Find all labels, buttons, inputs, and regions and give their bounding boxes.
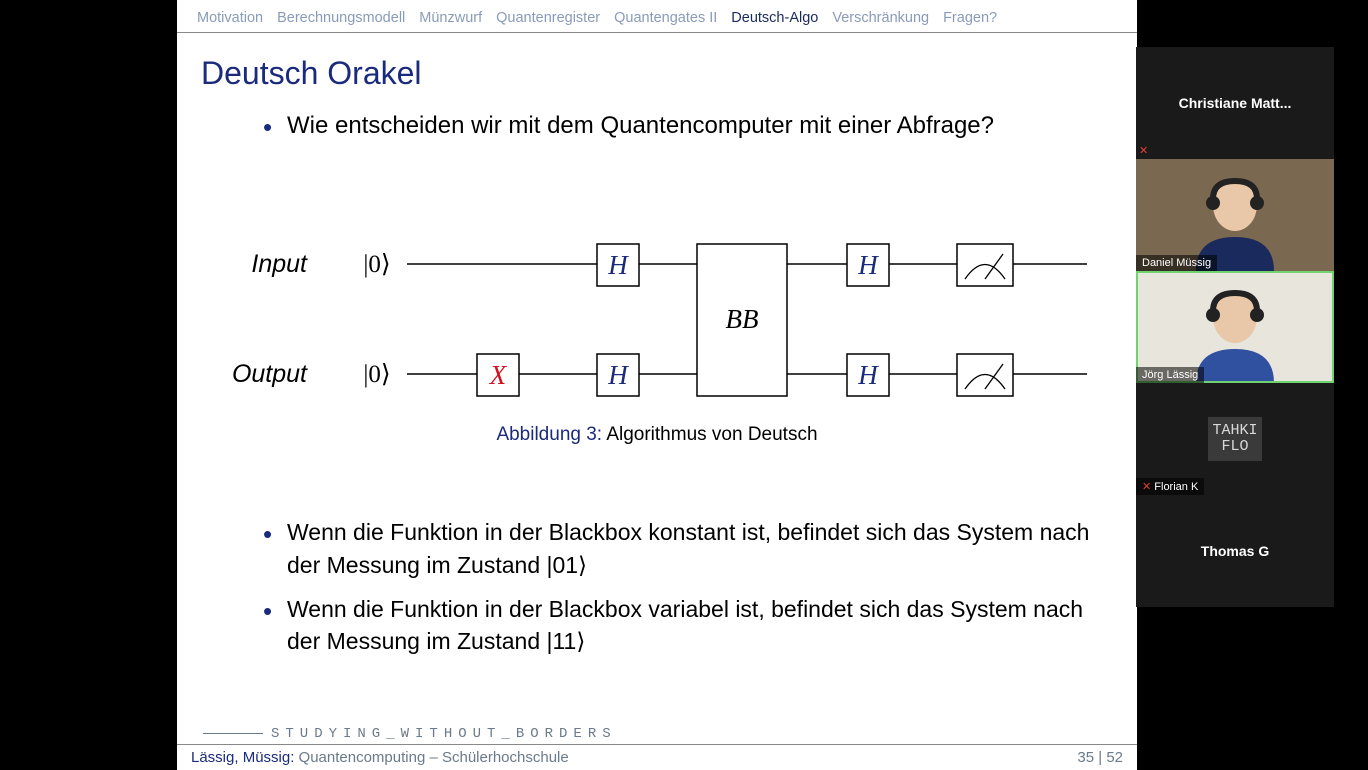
gate-h: H — [607, 360, 629, 390]
footer-title: Quantencomputing – Schülerhochschule — [294, 749, 568, 766]
participant-tile[interactable]: Christiane Matt... ✕ — [1136, 47, 1334, 159]
participant-tile[interactable]: Thomas G — [1136, 495, 1334, 607]
nav-item[interactable]: Quantenregister — [496, 10, 600, 26]
gate-h: H — [857, 250, 879, 280]
mute-icon: ✕ — [1139, 144, 1148, 157]
nav-item[interactable]: Quantengates II — [614, 10, 717, 26]
participant-tile[interactable]: Jörg Lässig — [1136, 271, 1334, 383]
slide-footer: Lässig, Müssig: Quantencomputing – Schül… — [177, 744, 1137, 770]
participant-name: Jörg Lässig — [1136, 367, 1204, 383]
gate-h: H — [857, 360, 879, 390]
figure-label: Abbildung 3: — [496, 424, 602, 445]
circuit-row-label: Input — [251, 250, 308, 278]
ket-label: |0⟩ — [363, 251, 390, 278]
participant-name: Christiane Matt... — [1179, 95, 1292, 111]
figure-caption: Abbildung 3: Algorithmus von Deutsch — [177, 424, 1137, 446]
bullet-item: Wenn die Funktion in der Blackbox variab… — [287, 593, 1107, 657]
nav-item[interactable]: Münzwurf — [419, 10, 482, 26]
mute-icon: ✕ — [1142, 481, 1154, 493]
figure-text: Algorithmus von Deutsch — [602, 424, 817, 445]
participant-name: ✕ Florian K — [1136, 478, 1204, 495]
presentation-slide: Motivation Berechnungsmodell Münzwurf Quant… — [177, 0, 1137, 770]
nav-item[interactable]: Fragen? — [943, 10, 997, 26]
participant-name: Daniel Müssig — [1136, 255, 1217, 271]
measurement-icon — [957, 354, 1013, 396]
gate-h: H — [607, 250, 629, 280]
nav-item[interactable]: Berechnungsmodell — [277, 10, 405, 26]
participants-panel: Christiane Matt... ✕ Daniel Müssig Jörg Läs… — [1136, 47, 1334, 607]
gate-x: X — [489, 360, 508, 390]
nav-item[interactable]: Verschränkung — [832, 10, 929, 26]
participant-name: Thomas G — [1201, 543, 1269, 559]
watermark-text: STUDYING_WITHOUT_BORDERS — [263, 726, 617, 742]
participant-tile[interactable]: Daniel Müssig — [1136, 159, 1334, 271]
top-bullets: Wie entscheiden wir mit dem Quantencompu… — [177, 92, 1137, 142]
gate-bb: BB — [726, 304, 759, 334]
bottom-bullets: Wenn die Funktion in der Blackbox konsta… — [177, 446, 1137, 657]
slide-title: Deutsch Orakel — [177, 33, 1137, 92]
bullet-item: Wenn die Funktion in der Blackbox konsta… — [287, 516, 1107, 580]
measurement-icon — [957, 244, 1013, 286]
quantum-circuit-diagram: Input Output |0⟩ |0⟩ X H H BB H H — [177, 232, 1137, 422]
participant-avatar: TAHKIFLO — [1208, 417, 1261, 461]
page-indicator: 35 | 52 — [1077, 749, 1123, 766]
participant-tile[interactable]: TAHKIFLO✕ Florian K — [1136, 383, 1334, 495]
footer-authors: Lässig, Müssig: — [191, 749, 294, 766]
ket-label: |0⟩ — [363, 361, 390, 388]
nav-item[interactable]: Motivation — [197, 10, 263, 26]
circuit-row-label: Output — [232, 360, 308, 388]
bullet-item: Wie entscheiden wir mit dem Quantencompu… — [287, 110, 1107, 142]
slide-nav: Motivation Berechnungsmodell Münzwurf Quant… — [177, 0, 1137, 33]
nav-item[interactable]: Deutsch-Algo — [731, 10, 818, 26]
